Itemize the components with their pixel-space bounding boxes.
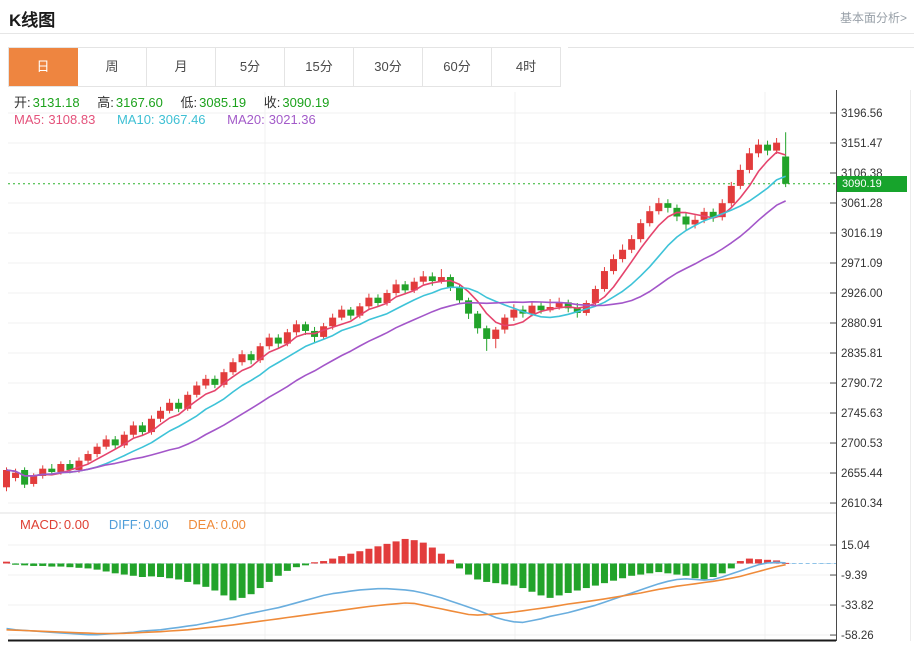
ohlc-readout: 开: 3131.18 高: 3167.60 低: 3085.19 收: 3090.19 — [14, 92, 329, 111]
svg-text:2971.09: 2971.09 — [841, 258, 883, 270]
ma10-label: MA10: — [116, 112, 155, 127]
svg-text:2610.34: 2610.34 — [841, 498, 883, 510]
current-price-tag: 3090.19 — [837, 175, 907, 192]
open-label: 开: — [14, 95, 31, 110]
macd-value: 0.00 — [63, 517, 90, 532]
svg-text:-33.82: -33.82 — [841, 600, 874, 612]
svg-text:3196.56: 3196.56 — [841, 108, 883, 120]
tabbar-extension-rule — [568, 47, 914, 48]
fundamental-analysis-link[interactable]: 基本面分析> — [839, 11, 907, 25]
dea-label: DEA: — [188, 517, 219, 532]
ma-readout: MA5: 3108.83 MA10: 3067.46 MA20: 3021.36 — [14, 112, 316, 127]
low-label: 低: — [180, 95, 198, 110]
tab-day[interactable]: 日 — [9, 48, 78, 86]
svg-text:-58.26: -58.26 — [841, 630, 874, 642]
svg-text:2790.72: 2790.72 — [841, 378, 883, 390]
macd-lines-group — [6, 561, 786, 636]
close-value: 3090.19 — [282, 95, 330, 110]
low-value: 3085.19 — [199, 95, 247, 110]
tab-60min[interactable]: 60分 — [423, 48, 492, 86]
grid-lines — [0, 92, 836, 640]
tab-5min[interactable]: 5分 — [216, 48, 285, 86]
y-axis: 3196.563151.473106.383061.283016.192971.… — [8, 90, 911, 642]
dea-value: 0.00 — [220, 517, 246, 532]
ma-lines-group — [6, 151, 787, 477]
high-label: 高: — [97, 95, 114, 110]
high-value: 3167.60 — [115, 95, 163, 110]
svg-text:3016.19: 3016.19 — [841, 228, 883, 240]
svg-text:15.04: 15.04 — [841, 540, 870, 552]
tab-month[interactable]: 月 — [147, 48, 216, 86]
svg-text:2745.63: 2745.63 — [841, 408, 883, 420]
svg-text:2835.81: 2835.81 — [841, 348, 883, 360]
svg-text:2655.44: 2655.44 — [841, 468, 883, 480]
svg-text:3151.47: 3151.47 — [841, 138, 883, 150]
interval-tabbar: 日 周 月 5分 15分 30分 60分 4时 — [8, 47, 561, 87]
candles-group — [3, 132, 790, 492]
tab-15min[interactable]: 15分 — [285, 48, 354, 86]
ma5-value: 3108.83 — [48, 112, 96, 127]
tab-4hour[interactable]: 4时 — [492, 48, 561, 86]
ma5-label: MA5: — [14, 112, 45, 127]
page-title: K线图 — [9, 11, 56, 30]
macd-label: MACD: — [20, 517, 62, 532]
tab-30min[interactable]: 30分 — [354, 48, 423, 86]
widget-header: K线图 基本面分析> — [0, 0, 914, 34]
diff-value: 0.00 — [143, 517, 169, 532]
ma20-label: MA20: — [227, 112, 265, 127]
open-value: 3131.18 — [32, 95, 80, 110]
macd-readout: MACD: 0.00 DIFF: 0.00 DEA: 0.00 — [20, 517, 246, 532]
ma20-value: 3021.36 — [268, 112, 316, 127]
svg-text:2880.91: 2880.91 — [841, 318, 883, 330]
ma10-value: 3067.46 — [158, 112, 206, 127]
svg-text:2700.53: 2700.53 — [841, 438, 883, 450]
macd-histogram — [3, 538, 836, 601]
tab-week[interactable]: 周 — [78, 48, 147, 86]
diff-label: DIFF: — [108, 517, 142, 532]
close-label: 收: — [263, 95, 281, 110]
svg-text:3061.28: 3061.28 — [841, 198, 883, 210]
svg-text:2926.00: 2926.00 — [841, 288, 883, 300]
svg-text:-9.39: -9.39 — [841, 570, 867, 582]
